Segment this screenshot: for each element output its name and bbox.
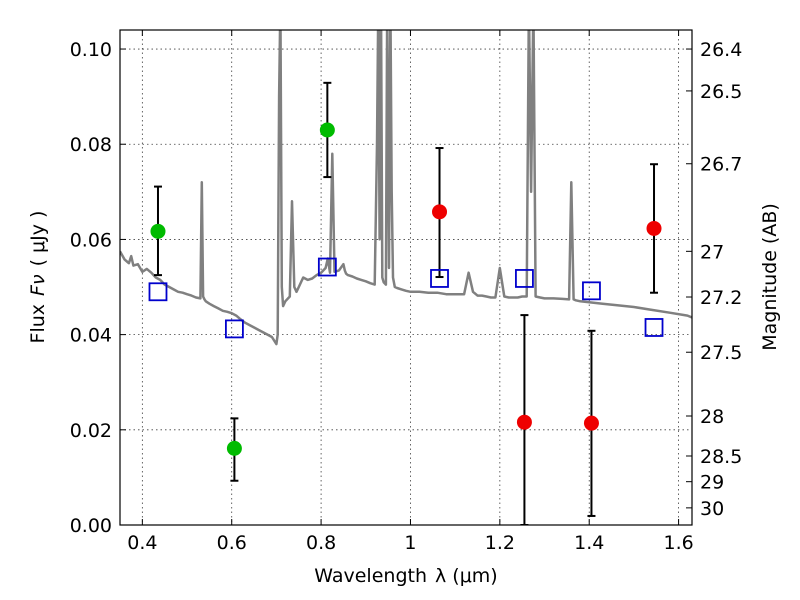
red-data-point — [583, 415, 599, 431]
x-tick-label: 1.2 — [485, 532, 515, 554]
red-data-point — [432, 204, 448, 220]
x-tick-label: 1.6 — [663, 532, 693, 554]
y2-tick-label: 26.4 — [700, 39, 742, 61]
red-data-point — [516, 414, 532, 430]
model-flux-square — [430, 269, 449, 288]
green-data-point — [226, 440, 242, 456]
y2-axis-label: Magnitude (AB) — [759, 203, 781, 351]
x-tick-label: 0.4 — [127, 532, 157, 554]
x-tick-label: 0.6 — [217, 532, 247, 554]
y2-tick-label: 26.7 — [700, 154, 742, 176]
y-tick-label: 0.10 — [70, 39, 112, 61]
ticks-layer: 0.4 0.6 0.8 1 1.2 1.4 1.6 0.00 0.02 0.04 0.06 0.08 0… — [70, 30, 742, 554]
y2-tick-label: 27.2 — [700, 287, 742, 309]
model-flux-square — [515, 269, 534, 288]
model-flux-square — [644, 318, 664, 337]
model-flux-square — [317, 257, 337, 277]
green-data-point — [319, 122, 335, 138]
model-flux-square — [582, 281, 601, 301]
y2-tick-label: 28.5 — [700, 446, 742, 468]
y-axis-label: FluxFν( μJy ) — [27, 211, 49, 344]
y2-tick-label: 29 — [700, 472, 724, 494]
x-tick-label: 1.4 — [574, 532, 604, 554]
y2-tick-label: 27.5 — [700, 342, 742, 364]
y-tick-label: 0.02 — [70, 420, 112, 442]
markers-layer — [148, 122, 664, 456]
plot-frame — [119, 29, 693, 526]
y2-tick-label: 30 — [700, 498, 724, 520]
model-spectrum-layer — [120, 30, 692, 346]
y2-tick-label: 28 — [700, 406, 724, 428]
x-tick-label: 0.8 — [306, 532, 336, 554]
y-tick-label: 0.06 — [70, 229, 112, 251]
y-tick-label: 0.04 — [70, 325, 112, 347]
red-data-point — [646, 220, 662, 236]
y2-tick-label: 26.5 — [700, 81, 742, 103]
green-data-point — [150, 223, 166, 239]
model-spectrum-line — [120, 30, 692, 346]
y2-tick-label: 27 — [700, 241, 724, 263]
model-flux-square — [224, 319, 244, 339]
y-tick-label: 0.00 — [70, 515, 112, 537]
model-flux-square — [148, 282, 168, 302]
x-axis-label: Wavelength λ (μm) — [314, 565, 497, 587]
x-tick-label: 1 — [404, 532, 416, 554]
y-tick-label: 0.08 — [70, 134, 112, 156]
